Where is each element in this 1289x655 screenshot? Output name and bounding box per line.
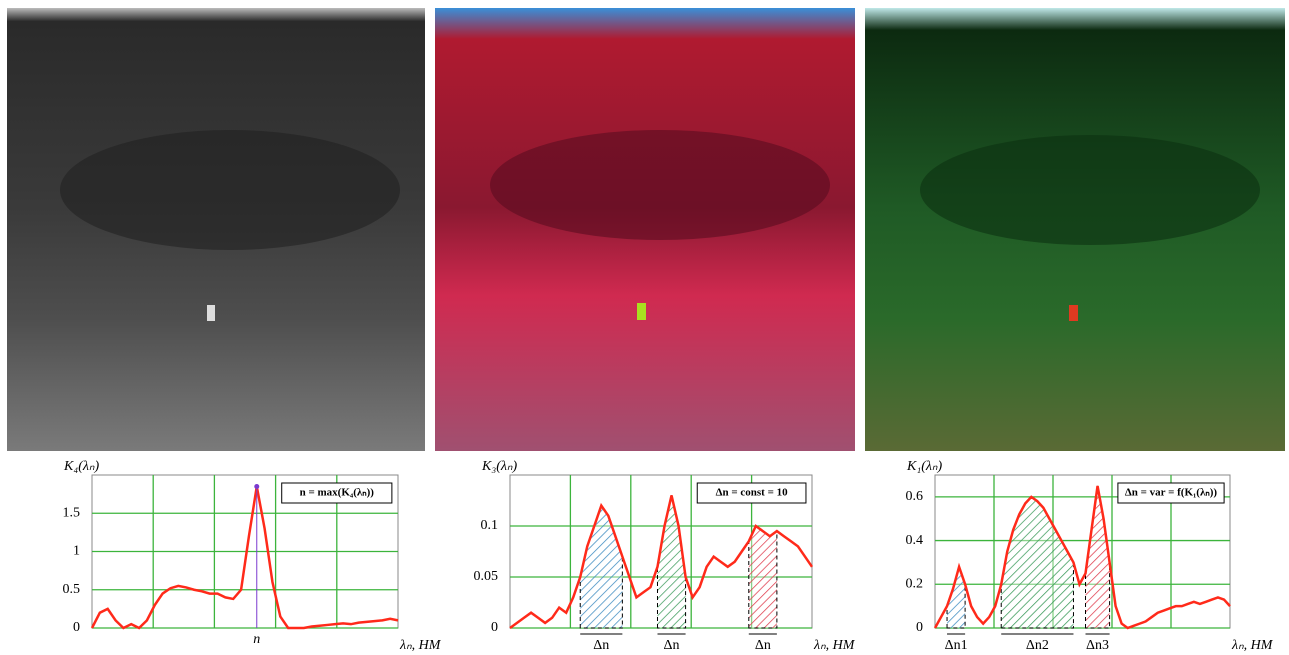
photo-target — [1069, 305, 1078, 321]
hatched-interval — [749, 526, 777, 628]
y-tick-label: 1 — [73, 544, 80, 559]
y-tick-label: 0.1 — [481, 518, 499, 533]
photos — [7, 8, 1285, 451]
interval-label: Δn1 — [945, 638, 968, 653]
annotation: Δn = const = 10 — [716, 487, 788, 499]
photo-target — [207, 305, 215, 321]
photo-detail — [490, 130, 830, 240]
peak-label: n — [253, 632, 260, 647]
interval-label: Δn — [664, 638, 680, 653]
photo-target — [637, 303, 646, 320]
interval-label: Δn — [593, 638, 609, 653]
interval-label: Δn3 — [1086, 638, 1109, 653]
y-tick-label: 0.2 — [906, 577, 924, 592]
annotation: Δn = var = f(K₁(λₙ)) — [1125, 487, 1218, 499]
x-axis-label: λₙ, НМ — [813, 638, 856, 653]
interval-label: Δn2 — [1026, 638, 1049, 653]
data-line — [92, 486, 398, 628]
photo-detail — [920, 135, 1260, 245]
y-tick-label: 1.5 — [63, 505, 81, 520]
figure: 0 0.5 1 1.5 K₄(λₙ) λₙ, НМ n n = max(K₄(λₙ)) 0 0.0… — [0, 0, 1289, 655]
interval-label: Δn — [755, 638, 771, 653]
data-line — [935, 486, 1230, 628]
y-tick-label: 0 — [916, 620, 923, 635]
y-tick-label: 0.6 — [906, 489, 924, 504]
y-tick-label: 0.4 — [906, 533, 924, 548]
y-axis-label: K₁(λₙ) — [906, 459, 943, 474]
hatched-interval — [1086, 486, 1110, 628]
y-tick-label: 0.05 — [474, 569, 499, 584]
hatched-interval — [580, 506, 622, 628]
x-axis-label: λₙ, НМ — [399, 638, 442, 653]
y-axis-label: K₃(λₙ) — [481, 459, 518, 474]
peak-point — [254, 484, 259, 489]
photo-detail — [60, 130, 400, 250]
y-tick-label: 0 — [491, 620, 498, 635]
hatched-interval — [1001, 497, 1073, 628]
y-tick-label: 0 — [73, 620, 80, 635]
annotation: n = max(K₄(λₙ)) — [300, 487, 375, 499]
x-axis-label: λₙ, НМ — [1231, 638, 1274, 653]
hatched-interval — [657, 495, 685, 628]
y-axis-label: K₄(λₙ) — [63, 459, 100, 474]
y-tick-label: 0.5 — [63, 582, 81, 597]
